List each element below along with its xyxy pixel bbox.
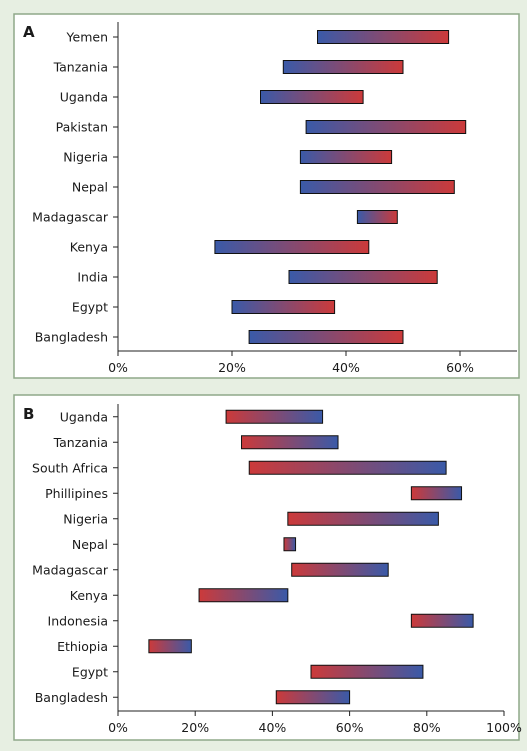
- category-label: Egypt: [72, 664, 108, 679]
- x-tick-label: 60%: [336, 720, 364, 735]
- category-label: Tanzania: [53, 60, 108, 75]
- category-label: Pakistan: [56, 120, 108, 135]
- x-tick-label: 0%: [108, 720, 128, 735]
- range-bar: [248, 330, 404, 344]
- range-bar: [299, 180, 455, 194]
- category-label: Kenya: [70, 240, 108, 255]
- panel-b-frame: [13, 394, 520, 741]
- category-label: Nigeria: [63, 511, 108, 526]
- x-tick-label: 20%: [218, 360, 246, 375]
- category-label: Yemen: [66, 30, 108, 45]
- category-label: Bangladesh: [35, 330, 108, 345]
- category-label: Bangladesh: [35, 690, 108, 705]
- range-bar: [260, 90, 364, 104]
- range-bar: [225, 409, 324, 424]
- range-bar: [148, 639, 192, 654]
- category-label: Nigeria: [63, 150, 108, 165]
- range-bar: [282, 60, 404, 74]
- range-bar: [214, 240, 370, 254]
- range-bar: [241, 435, 339, 450]
- category-label: India: [77, 270, 108, 285]
- category-label: Phillipines: [45, 486, 108, 501]
- x-tick-label: 20%: [181, 720, 209, 735]
- range-bar: [299, 150, 393, 164]
- range-bar: [275, 690, 351, 705]
- range-bar: [248, 460, 447, 475]
- x-tick-label: 80%: [413, 720, 441, 735]
- range-bar: [198, 588, 289, 603]
- panel-b: B 0% 20% 40% 60% 80% 100% Uganda Tanzania South A…: [23, 404, 522, 735]
- x-tick-label: 0%: [108, 360, 128, 375]
- panel-a-frame: [13, 13, 520, 379]
- panel-a: A 0% 20% 40% 60% Yemen Tanzania Uganda Pakistan N…: [23, 22, 517, 375]
- range-bar: [356, 210, 398, 224]
- category-label: Egypt: [72, 300, 108, 315]
- panel-label: A: [23, 23, 35, 41]
- category-label: Madagascar: [32, 562, 109, 577]
- category-label: South Africa: [32, 460, 108, 475]
- category-label: Uganda: [60, 409, 108, 424]
- panel-label: B: [23, 405, 34, 423]
- range-bar: [317, 30, 450, 44]
- category-label: Kenya: [70, 588, 108, 603]
- category-label: Madagascar: [32, 210, 109, 225]
- category-label: Tanzania: [53, 435, 108, 450]
- x-tick-label: 40%: [332, 360, 360, 375]
- range-bar: [291, 562, 389, 577]
- x-tick-label: 40%: [259, 720, 287, 735]
- category-label: Nepal: [72, 537, 108, 552]
- category-label: Nepal: [72, 180, 108, 195]
- range-bar: [231, 300, 336, 314]
- range-bar: [410, 613, 474, 628]
- range-bar: [305, 120, 467, 134]
- x-tick-label: 60%: [446, 360, 474, 375]
- range-bar: [287, 511, 439, 526]
- category-label: Ethiopia: [57, 639, 108, 654]
- range-bar: [288, 270, 438, 284]
- category-label: Indonesia: [48, 613, 108, 628]
- range-bar: [283, 537, 297, 552]
- range-bar: [310, 664, 424, 679]
- category-label: Uganda: [60, 90, 108, 105]
- x-tick-label: 100%: [486, 720, 522, 735]
- range-bar: [410, 486, 463, 501]
